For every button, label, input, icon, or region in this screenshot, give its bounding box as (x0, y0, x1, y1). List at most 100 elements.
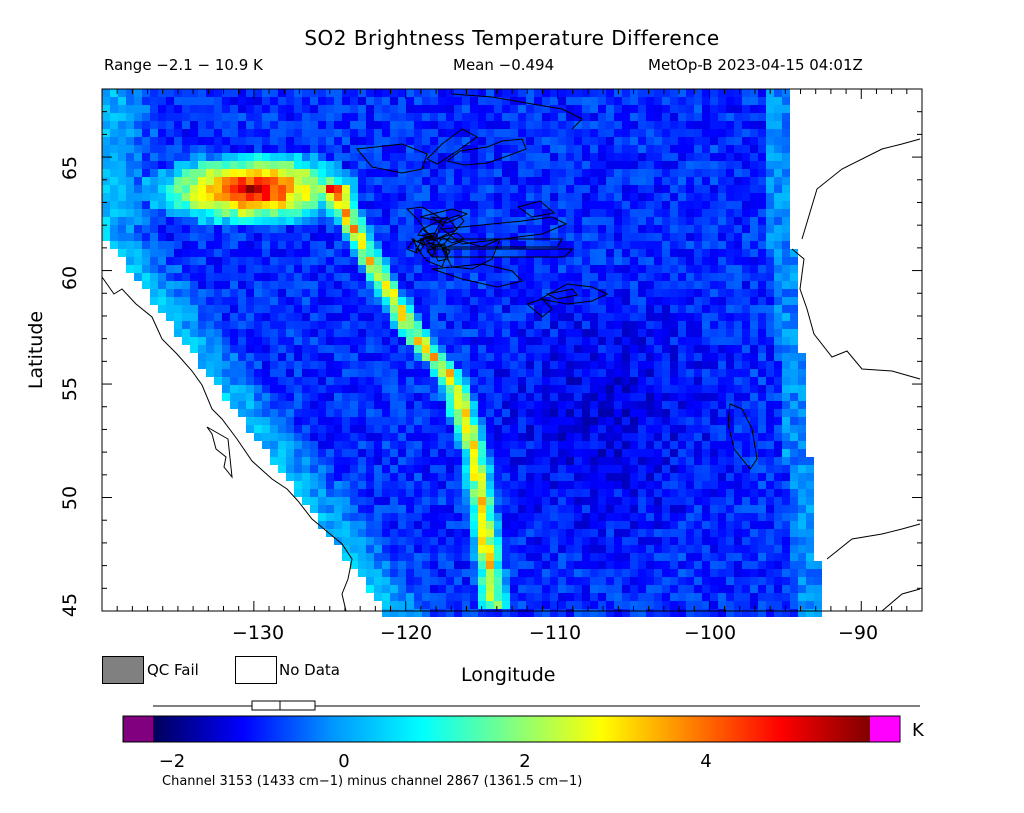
heatmap-cell (566, 121, 574, 129)
heatmap-cell (798, 481, 806, 489)
heatmap-cell (582, 441, 590, 449)
heatmap-cell (174, 177, 182, 185)
heatmap-cell (334, 233, 342, 241)
heatmap-cell (526, 281, 534, 289)
heatmap-cell (646, 561, 654, 569)
heatmap-cell (614, 353, 622, 361)
heatmap-cell (398, 345, 406, 353)
heatmap-cell (350, 473, 358, 481)
heatmap-cell (694, 185, 702, 193)
heatmap-cell (662, 297, 670, 305)
heatmap-cell (174, 209, 182, 217)
heatmap-cell (694, 113, 702, 121)
heatmap-cell (486, 393, 494, 401)
heatmap-cell (534, 425, 542, 433)
heatmap-cell (606, 201, 614, 209)
heatmap-cell (406, 313, 414, 321)
heatmap-cell (366, 481, 374, 489)
heatmap-cell (422, 393, 430, 401)
heatmap-cell (638, 265, 646, 273)
heatmap-cell (726, 609, 734, 617)
heatmap-cell (206, 233, 214, 241)
heatmap-cell (598, 577, 606, 585)
heatmap-cell (158, 177, 166, 185)
heatmap-cell (638, 161, 646, 169)
heatmap-cell (462, 377, 470, 385)
heatmap-cell (662, 185, 670, 193)
heatmap-cell (262, 281, 270, 289)
heatmap-cell (110, 137, 118, 145)
heatmap-cell (566, 169, 574, 177)
heatmap-cell (606, 217, 614, 225)
heatmap-cell (750, 393, 758, 401)
heatmap-cell (294, 385, 302, 393)
heatmap-cell (726, 305, 734, 313)
heatmap-cell (766, 505, 774, 513)
heatmap-cell (158, 161, 166, 169)
heatmap-cell (542, 321, 550, 329)
heatmap-cell (134, 145, 142, 153)
heatmap-cell (718, 609, 726, 617)
heatmap-cell (470, 369, 478, 377)
heatmap-cell (230, 289, 238, 297)
heatmap-cell (462, 505, 470, 513)
heatmap-cell (718, 329, 726, 337)
heatmap-cell (446, 97, 454, 105)
heatmap-cell (470, 257, 478, 265)
heatmap-cell (254, 385, 262, 393)
heatmap-cell (190, 137, 198, 145)
heatmap-cell (702, 505, 710, 513)
heatmap-cell (382, 329, 390, 337)
heatmap-cell (294, 233, 302, 241)
heatmap-cell (246, 353, 254, 361)
heatmap-cell (318, 177, 326, 185)
heatmap-cell (630, 569, 638, 577)
heatmap-cell (390, 193, 398, 201)
heatmap-cell (806, 553, 814, 561)
heatmap-cell (670, 505, 678, 513)
heatmap-cell (598, 361, 606, 369)
heatmap-cell (462, 97, 470, 105)
heatmap-cell (454, 297, 462, 305)
heatmap-cell (286, 265, 294, 273)
heatmap-cell (398, 481, 406, 489)
heatmap-cell (574, 153, 582, 161)
heatmap-cell (574, 209, 582, 217)
heatmap-cell (366, 145, 374, 153)
heatmap-cell (182, 145, 190, 153)
heatmap-cell (486, 161, 494, 169)
heatmap-cell (598, 529, 606, 537)
heatmap-cell (422, 97, 430, 105)
heatmap-cell (246, 217, 254, 225)
heatmap-cell (270, 233, 278, 241)
heatmap-cell (414, 169, 422, 177)
heatmap-cell (734, 137, 742, 145)
heatmap-cell (406, 217, 414, 225)
heatmap-cell (462, 249, 470, 257)
heatmap-cell (254, 337, 262, 345)
heatmap-cell (494, 89, 502, 97)
heatmap-cell (446, 249, 454, 257)
heatmap-cell (654, 393, 662, 401)
heatmap-cell (190, 241, 198, 249)
heatmap-cell (118, 249, 126, 257)
heatmap-cell (430, 193, 438, 201)
heatmap-cell (174, 265, 182, 273)
heatmap-cell (758, 185, 766, 193)
heatmap-cell (518, 305, 526, 313)
heatmap-cell (510, 257, 518, 265)
heatmap-cell (750, 153, 758, 161)
heatmap-cell (662, 449, 670, 457)
heatmap-cell (398, 209, 406, 217)
heatmap-cell (550, 425, 558, 433)
heatmap-cell (326, 489, 334, 497)
heatmap-cell (510, 321, 518, 329)
heatmap-cell (646, 129, 654, 137)
heatmap-cell (790, 569, 798, 577)
heatmap-cell (566, 553, 574, 561)
heatmap-cell (734, 89, 742, 97)
heatmap-cell (630, 353, 638, 361)
heatmap-cell (374, 273, 382, 281)
heatmap-cell (550, 337, 558, 345)
heatmap-cell (254, 417, 262, 425)
